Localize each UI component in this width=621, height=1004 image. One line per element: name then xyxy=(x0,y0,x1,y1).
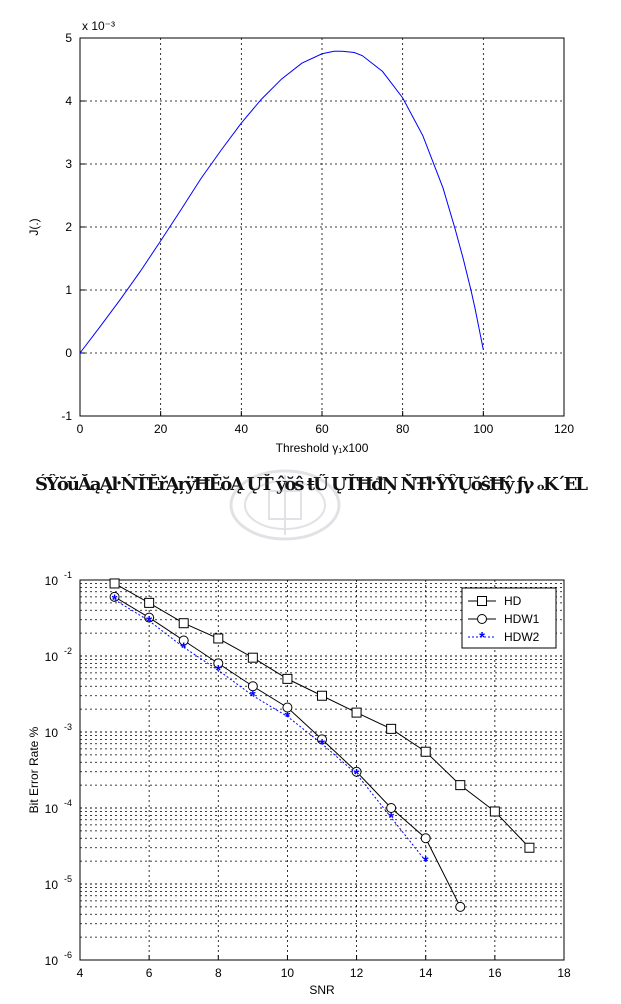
star-marker: * xyxy=(423,853,429,870)
x-tick-label: 18 xyxy=(557,966,571,980)
circle-marker xyxy=(455,901,466,912)
circle-marker xyxy=(144,612,155,623)
y-tick-exponent: -1 xyxy=(64,570,72,580)
y-tick-exponent: -5 xyxy=(64,874,72,884)
star-marker: * xyxy=(319,736,325,753)
legend-label: HDW2 xyxy=(504,630,540,644)
square-marker xyxy=(477,596,487,606)
legend-label: HDW1 xyxy=(504,612,540,626)
square-marker xyxy=(489,806,500,817)
y-tick-label: 10 xyxy=(45,650,59,664)
square-marker xyxy=(282,673,293,684)
x-tick-label: 10 xyxy=(281,966,295,980)
circle-marker xyxy=(109,591,120,602)
x-tick-label: 60 xyxy=(315,422,329,436)
star-marker: * xyxy=(479,629,485,646)
circle-marker xyxy=(247,681,258,692)
circle-marker xyxy=(351,766,362,777)
y-exponent-label: x 10⁻³ xyxy=(82,19,115,33)
series-line-hdw2 xyxy=(114,599,427,862)
y-tick-label: 2 xyxy=(65,220,72,234)
square-marker xyxy=(386,723,397,734)
y-tick-label: 1 xyxy=(65,283,72,297)
x-tick-label: 80 xyxy=(396,422,410,436)
star-marker: * xyxy=(354,766,360,783)
square-marker xyxy=(455,780,466,791)
x-tick-label: 4 xyxy=(77,966,84,980)
y-axis-label: Bit Error Rate % xyxy=(27,726,41,813)
figure-caption: ŚŶŏŭĂąĄŀ ŃŤĚřĄŗÿĦĔŏĄ ŲŤ ŷŏŝ ŧŰ ŲŤĦđŅ ŇŦŀ… xyxy=(34,474,588,495)
x-axis-label: Threshold γ₁x100 xyxy=(276,441,369,455)
threshold-chart: 0 20 40 60 80 100 120 -1 0 1 2 3 4 5 x 10⁻³ Threshold γ… xyxy=(27,19,574,455)
star-marker: * xyxy=(285,708,291,725)
y-tick-label: -1 xyxy=(61,409,72,423)
x-tick-label: 20 xyxy=(154,422,168,436)
y-tick-exponent: -4 xyxy=(64,798,72,808)
x-tick-label: 0 xyxy=(77,422,84,436)
y-tick-exponent: -6 xyxy=(64,950,72,960)
y-tick-label: 10 xyxy=(45,802,59,816)
series-line xyxy=(79,50,484,354)
y-tick-label: 3 xyxy=(65,157,72,171)
ber-chart: 4 6 8 10 12 14 16 18 10 -1 10 -2 10 -3 10 -4 10 -5 10 -6 SNR… xyxy=(27,570,571,997)
circle-marker xyxy=(420,833,431,844)
circle-marker xyxy=(386,803,397,813)
star-marker: * xyxy=(215,662,221,679)
circle-marker xyxy=(282,702,293,713)
y-tick-label: 0 xyxy=(65,346,72,360)
x-tick-label: 100 xyxy=(473,422,493,436)
square-marker xyxy=(524,842,535,853)
x-tick-label: 12 xyxy=(350,966,364,980)
circle-marker xyxy=(477,614,487,624)
square-marker xyxy=(144,597,155,608)
square-marker xyxy=(420,746,431,757)
star-marker: * xyxy=(146,613,152,630)
x-axis-label: SNR xyxy=(309,983,335,997)
x-tick-label: 16 xyxy=(488,966,502,980)
square-marker xyxy=(317,690,327,701)
university-seal-watermark xyxy=(229,469,341,541)
square-marker xyxy=(178,618,189,629)
x-tick-label: 6 xyxy=(146,966,153,980)
square-marker xyxy=(213,633,224,644)
square-marker xyxy=(247,652,258,663)
circle-marker xyxy=(213,658,224,669)
star-marker: * xyxy=(181,639,187,656)
y-tick-label: 5 xyxy=(65,31,72,45)
y-tick-exponent: -3 xyxy=(64,722,72,732)
star-marker: * xyxy=(250,688,256,705)
y-tick-label: 10 xyxy=(45,954,59,968)
x-tick-label: 8 xyxy=(215,966,222,980)
star-marker: * xyxy=(388,809,394,826)
y-tick-label: 10 xyxy=(45,574,59,588)
y-tick-exponent: -2 xyxy=(64,646,72,656)
y-tick-label: 10 xyxy=(45,726,59,740)
legend-label: HD xyxy=(504,594,522,608)
y-axis-label: J(.) xyxy=(27,218,41,235)
square-marker xyxy=(109,578,120,589)
star-marker: * xyxy=(112,592,118,609)
x-tick-label: 14 xyxy=(419,966,433,980)
x-tick-label: 40 xyxy=(235,422,249,436)
y-tick-label: 10 xyxy=(45,878,59,892)
y-tick-label: 4 xyxy=(65,94,72,108)
square-marker xyxy=(351,707,362,718)
x-tick-label: 120 xyxy=(554,422,574,436)
circle-marker xyxy=(178,635,189,646)
